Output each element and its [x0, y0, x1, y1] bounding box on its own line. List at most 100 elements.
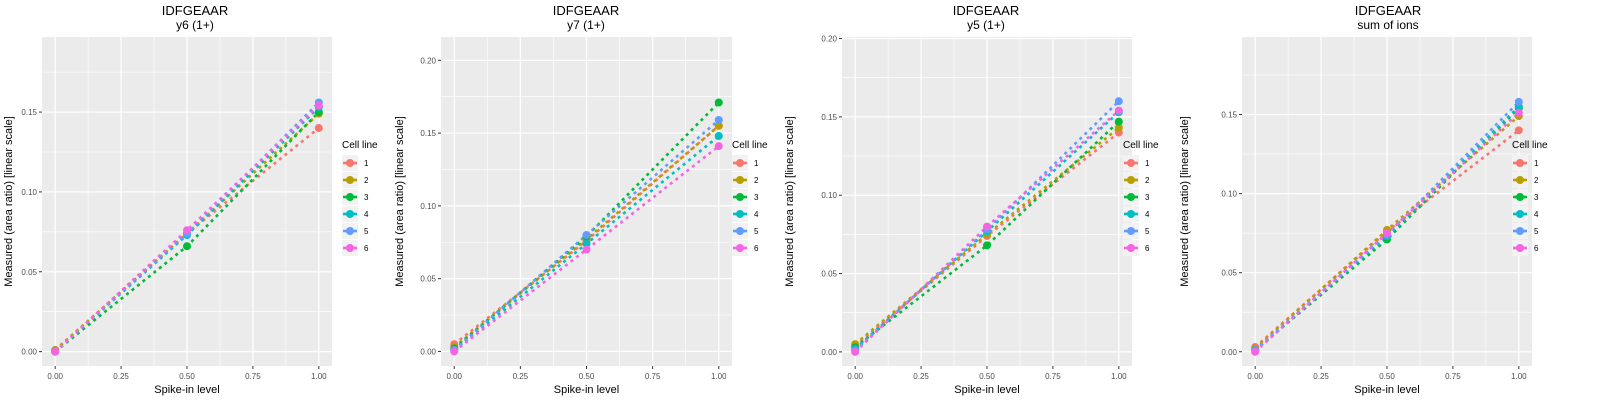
series-line-5	[854, 100, 1120, 352]
x-tick-label: 0.75	[245, 372, 261, 381]
data-point-1	[1514, 126, 1523, 135]
data-point-6	[714, 142, 723, 151]
data-point-6	[1514, 108, 1523, 117]
x-tick-label: 1.00	[311, 372, 327, 381]
legend-key-point	[1127, 193, 1135, 201]
legend-label: 4	[1145, 210, 1150, 219]
x-tick-label: 0.00	[446, 372, 462, 381]
x-tick-label: 0.50	[579, 372, 595, 381]
x-tick-label: 1.00	[711, 372, 727, 381]
x-tick-label: 0.50	[979, 372, 995, 381]
legend-item-3: 3	[1123, 189, 1150, 205]
legend-key-point	[736, 227, 744, 235]
x-tick-label: 0.50	[1379, 372, 1395, 381]
chart-title: IDFGEAAR	[953, 3, 1019, 18]
legend-key-point	[736, 159, 744, 167]
legend-label: 4	[1534, 210, 1539, 219]
y-tick-label: 0.10	[821, 191, 837, 200]
gridlines	[842, 37, 1132, 366]
legend-label: 3	[1534, 193, 1539, 202]
chart-subtitle: y6 (1+)	[176, 18, 214, 32]
chart-title: IDFGEAAR	[1355, 3, 1421, 18]
data-point-6	[983, 222, 991, 231]
legend-label: 5	[754, 227, 759, 236]
x-axis-label: Spike-in level	[154, 384, 219, 396]
y-tick-label: 0.20	[420, 56, 436, 65]
gridlines	[42, 37, 332, 366]
legend-item-2: 2	[1512, 172, 1539, 188]
y-tick-label: 0.05	[420, 275, 436, 284]
x-tick-label: 0.25	[913, 372, 929, 381]
data-point-3	[183, 242, 191, 251]
legend: Cell line 1 2 3 4 5 6	[1512, 140, 1548, 256]
y-tick-label: 0.05	[21, 268, 37, 277]
data-point-4	[714, 131, 723, 140]
y-tick-label: 0.15	[21, 108, 37, 117]
legend-label: 1	[1534, 159, 1539, 168]
x-axis-label: Spike-in level	[954, 384, 1019, 396]
x-tick-label: 0.25	[113, 372, 129, 381]
legend-title: Cell line	[1123, 140, 1159, 151]
data-point-5	[582, 230, 591, 239]
data-point-3	[714, 98, 723, 107]
data-point-4	[582, 239, 591, 248]
y-tick-label: 0.00	[420, 347, 436, 356]
series-group	[51, 98, 323, 356]
legend-key-point	[1127, 227, 1135, 235]
legend-label: 3	[1145, 193, 1150, 202]
legend-key-point	[1516, 227, 1524, 235]
y-tick-label: 0.10	[1221, 190, 1237, 199]
y-tick-label: 0.00	[821, 348, 837, 357]
y-axis-label: Measured (area ratio) [linear scale]	[1179, 116, 1191, 287]
legend-item-6: 6	[1512, 240, 1539, 256]
legend-key-point	[1516, 210, 1524, 218]
data-point-5	[1514, 97, 1523, 106]
series-group	[851, 97, 1123, 356]
data-point-2	[714, 121, 723, 130]
legend-key-point	[346, 159, 354, 167]
legend-key-point	[346, 193, 354, 201]
y-tick-label: 0.10	[21, 188, 37, 197]
legend-key-point	[1127, 176, 1135, 184]
x-tick-label: 0.50	[179, 372, 195, 381]
y-axis-label: Measured (area ratio) [linear scale]	[784, 116, 796, 287]
data-point-6	[1383, 229, 1391, 238]
legend-item-5: 5	[342, 223, 369, 239]
legend-label: 1	[1145, 159, 1150, 168]
legend-title: Cell line	[732, 140, 768, 151]
y-tick-label: 0.20	[821, 35, 837, 44]
legend-key-point	[1127, 159, 1135, 167]
data-point-1	[314, 124, 323, 133]
data-point-5	[714, 115, 723, 124]
x-tick-label: 0.75	[1045, 372, 1061, 381]
data-point-6	[851, 347, 860, 356]
legend-label: 5	[1145, 227, 1150, 236]
series-line-3	[854, 120, 1120, 349]
legend-item-1: 1	[342, 155, 369, 171]
legend-item-2: 2	[342, 172, 369, 188]
legend-label: 5	[364, 227, 369, 236]
data-point-6	[1114, 106, 1123, 115]
legend-title: Cell line	[342, 140, 378, 151]
legend-label: 4	[754, 210, 759, 219]
legend-label: 2	[364, 176, 369, 185]
data-point-6	[1251, 347, 1260, 356]
legend-key-point	[346, 210, 354, 218]
legend: Cell line 1 2 3 4 5 6	[1123, 140, 1159, 256]
legend-key-point	[1516, 159, 1524, 167]
legend-key-point	[1127, 210, 1135, 218]
legend-item-5: 5	[1123, 223, 1150, 239]
legend-item-4: 4	[732, 206, 759, 222]
data-point-5	[1114, 97, 1123, 106]
legend-key-point	[1516, 176, 1524, 184]
x-tick-label: 0.00	[847, 372, 863, 381]
legend-key-point	[1516, 193, 1524, 201]
x-tick-label: 0.75	[645, 372, 661, 381]
legend-key-point	[736, 210, 744, 218]
legend-item-4: 4	[1123, 206, 1150, 222]
legend-item-1: 1	[1512, 155, 1539, 171]
x-tick-label: 0.75	[1445, 372, 1461, 381]
chart-subtitle: y5 (1+)	[967, 18, 1005, 32]
y-axis-label: Measured (area ratio) [linear scale]	[394, 116, 406, 287]
